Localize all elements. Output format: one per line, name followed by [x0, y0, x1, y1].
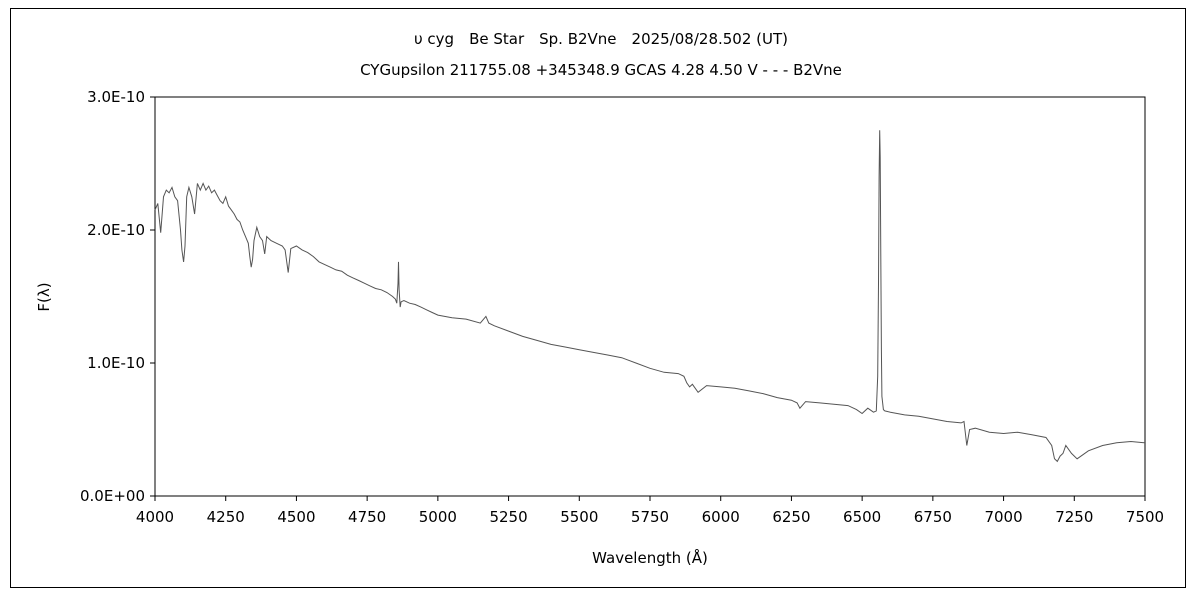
- x-tick-label: 5500: [560, 508, 598, 526]
- x-tick-label: 6750: [914, 508, 952, 526]
- y-tick-label: 3.0E-10: [87, 88, 145, 106]
- x-tick-label: 4500: [277, 508, 315, 526]
- chart-frame: υ cyg Be Star Sp. B2Vne 2025/08/28.502 (…: [10, 8, 1186, 588]
- y-axis-label: F(λ): [35, 282, 53, 311]
- x-tick-label: 5750: [631, 508, 669, 526]
- y-tick-label: 0.0E+00: [80, 487, 145, 505]
- y-axis: 0.0E+00 1.0E-10 2.0E-10 3.0E-10: [80, 88, 155, 505]
- x-tick-label: 4750: [348, 508, 386, 526]
- x-tick-label: 6250: [772, 508, 810, 526]
- x-axis-label: Wavelength (Å): [592, 548, 708, 567]
- x-tick-label: 7250: [1055, 508, 1093, 526]
- x-tick-label: 5250: [489, 508, 527, 526]
- x-tick-label: 5000: [419, 508, 457, 526]
- x-tick-label: 4250: [207, 508, 245, 526]
- chart-subtitle: CYGupsilon 211755.08 +345348.9 GCAS 4.28…: [360, 61, 842, 79]
- y-tick-label: 1.0E-10: [87, 354, 145, 372]
- x-tick-label: 4000: [136, 508, 174, 526]
- spectrum-chart: υ cyg Be Star Sp. B2Vne 2025/08/28.502 (…: [35, 30, 1164, 567]
- spectrum-line: [154, 130, 1146, 463]
- x-tick-label: 6000: [702, 508, 740, 526]
- y-tick-label: 2.0E-10: [87, 221, 145, 239]
- chart-title: υ cyg Be Star Sp. B2Vne 2025/08/28.502 (…: [414, 30, 788, 48]
- x-tick-label: 7500: [1126, 508, 1164, 526]
- x-axis: 4000 4250 4500 4750 5000 5250 5500 5750 6000 6250…: [136, 496, 1164, 526]
- x-tick-label: 6500: [843, 508, 881, 526]
- plot-area: [154, 96, 1146, 497]
- x-tick-label: 7000: [984, 508, 1022, 526]
